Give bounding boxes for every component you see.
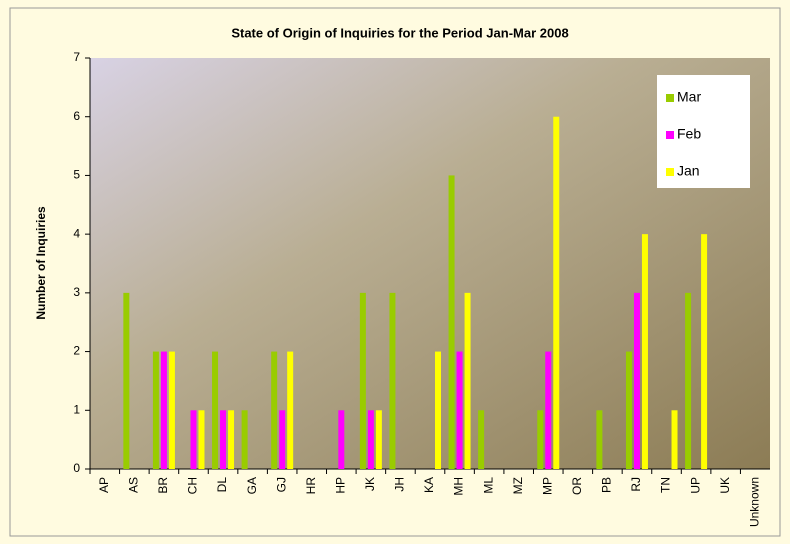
x-tick-label: ML <box>481 477 495 494</box>
bar <box>376 410 382 469</box>
bar <box>212 352 218 469</box>
bar <box>220 410 226 469</box>
x-tick-label: MZ <box>511 477 525 494</box>
x-tick-label: Unknown <box>747 477 761 527</box>
legend-label: Mar <box>677 89 701 105</box>
x-tick-label: CH <box>186 477 200 494</box>
y-tick-label: 3 <box>73 285 80 299</box>
legend-label: Jan <box>677 163 700 179</box>
x-tick-label: JK <box>363 477 377 491</box>
x-tick-label: RJ <box>629 477 643 492</box>
x-tick-label: TN <box>659 477 673 493</box>
x-tick-label: GJ <box>274 477 288 492</box>
bar <box>271 352 277 469</box>
bar <box>360 293 366 469</box>
legend: Mar Feb Jan <box>657 75 750 188</box>
x-tick-label: MH <box>452 477 466 496</box>
bar <box>478 410 484 469</box>
bar <box>457 352 463 469</box>
x-tick-label: JH <box>393 477 407 492</box>
bar <box>190 410 196 469</box>
bar <box>672 410 678 469</box>
x-tick-label: MP <box>540 477 554 495</box>
x-tick-label: BR <box>156 477 170 494</box>
bar <box>596 410 602 469</box>
legend-swatch <box>666 94 674 102</box>
bar <box>435 352 441 469</box>
bar <box>242 410 248 469</box>
bar <box>545 352 551 469</box>
x-tick-label: HR <box>304 477 318 495</box>
x-tick-label: DL <box>215 477 229 493</box>
x-tick-label: HP <box>333 477 347 494</box>
x-tick-label: AS <box>127 477 141 493</box>
bar <box>537 410 543 469</box>
bar <box>634 293 640 469</box>
x-tick-label: KA <box>422 477 436 493</box>
y-tick-label: 7 <box>73 50 80 64</box>
y-tick-label: 1 <box>73 402 80 416</box>
bar <box>389 293 395 469</box>
bar <box>642 234 648 469</box>
y-tick-label: 4 <box>73 226 80 240</box>
bar <box>279 410 285 469</box>
bar <box>449 175 455 469</box>
y-axis-title: Number of Inquiries <box>34 206 48 320</box>
bar <box>198 410 204 469</box>
legend-swatch <box>666 131 674 139</box>
x-tick-label: UP <box>688 477 702 494</box>
legend-label: Feb <box>677 126 701 142</box>
bar <box>287 352 293 469</box>
x-tick-label: OR <box>570 477 584 495</box>
y-tick-label: 2 <box>73 344 80 358</box>
x-tick-label: GA <box>245 477 259 494</box>
bar <box>465 293 471 469</box>
chart-title: State of Origin of Inquiries for the Per… <box>231 25 568 40</box>
bar <box>338 410 344 469</box>
x-tick-label: PB <box>600 477 614 493</box>
chart: State of Origin of Inquiries for the Per… <box>0 0 790 544</box>
y-tick-label: 6 <box>73 109 80 123</box>
x-tick-label: AP <box>97 477 111 493</box>
bar <box>123 293 129 469</box>
bar <box>153 352 159 469</box>
bar <box>161 352 167 469</box>
y-tick-label: 5 <box>73 168 80 182</box>
bar <box>553 117 559 469</box>
bar <box>626 352 632 469</box>
bar <box>368 410 374 469</box>
bar <box>701 234 707 469</box>
bar <box>169 352 175 469</box>
bar <box>228 410 234 469</box>
bar <box>685 293 691 469</box>
y-tick-label: 0 <box>73 461 80 475</box>
legend-swatch <box>666 168 674 176</box>
x-tick-label: UK <box>718 477 732 494</box>
